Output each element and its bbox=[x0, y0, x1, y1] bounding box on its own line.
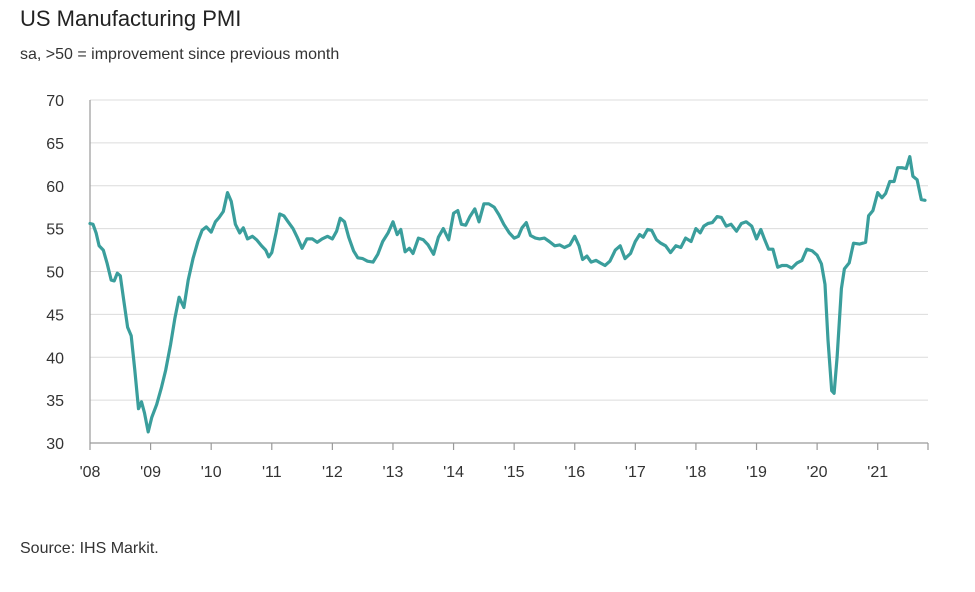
x-tick-label: '16 bbox=[564, 464, 585, 481]
x-tick-label: '19 bbox=[746, 464, 767, 481]
series-line-pmi bbox=[88, 155, 927, 434]
chart-title: US Manufacturing PMI bbox=[20, 6, 242, 31]
y-tick-label: 60 bbox=[46, 179, 64, 196]
y-axis: 30 35 40 45 50 55 60 65 70 bbox=[46, 93, 91, 453]
x-tick-label: '17 bbox=[625, 464, 646, 481]
y-tick-label: 40 bbox=[46, 350, 64, 367]
chart-subtitle: sa, >50 = improvement since previous mon… bbox=[20, 46, 340, 63]
y-tick-label: 70 bbox=[46, 93, 64, 110]
x-tick-label: '18 bbox=[685, 464, 706, 481]
series-group bbox=[88, 155, 927, 434]
x-tick-label: '14 bbox=[443, 464, 464, 481]
x-tick-label: '20 bbox=[807, 464, 828, 481]
y-tick-label: 65 bbox=[46, 136, 64, 153]
x-tick-label: '13 bbox=[383, 464, 404, 481]
source-note: Source: IHS Markit. bbox=[20, 540, 159, 557]
y-tick-label: 30 bbox=[46, 436, 64, 453]
y-tick-label: 55 bbox=[46, 222, 64, 239]
x-tick-label: '09 bbox=[140, 464, 161, 481]
x-tick-label: '21 bbox=[867, 464, 888, 481]
gridlines bbox=[90, 99, 928, 401]
x-tick-label: '12 bbox=[322, 464, 343, 481]
x-tick-label: '08 bbox=[80, 464, 101, 481]
y-tick-label: 45 bbox=[46, 307, 64, 324]
x-tick-label: '11 bbox=[262, 464, 282, 481]
x-tick-label: '15 bbox=[504, 464, 525, 481]
y-tick-label: 35 bbox=[46, 393, 64, 410]
x-axis: '08 '09 '10 '11 '12 '13 '14 '15 '16 '17 '18 '19 '20 '… bbox=[80, 442, 929, 481]
y-tick-label: 50 bbox=[46, 265, 64, 282]
x-tick-label: '10 bbox=[201, 464, 222, 481]
